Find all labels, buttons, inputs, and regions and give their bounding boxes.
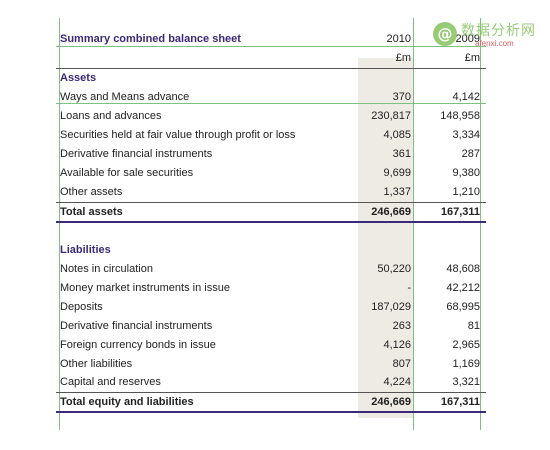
value-2009: 4,142 [452, 91, 480, 103]
guide-line-middle [413, 18, 414, 430]
row-label: Other assets [60, 186, 123, 198]
value-2010: 361 [392, 148, 411, 160]
value-2010: 4,126 [383, 339, 411, 351]
value-2010: 807 [392, 358, 411, 370]
value-2009: 148,958 [440, 110, 480, 122]
total-label: Total assets [60, 206, 123, 218]
value-2009: 42,212 [446, 282, 480, 294]
header-row: Summary combined balance sheet 2010 2009 [60, 30, 484, 49]
row-label: Other liabilities [60, 358, 133, 370]
row-label: Available for sale securities [60, 167, 194, 179]
total-assets-row: Total assets 246,669 167,311 [60, 203, 484, 222]
assets-guide-line [56, 103, 486, 104]
table-row: Other liabilities 807 1,169 [60, 355, 484, 374]
value-2010: 50,220 [377, 263, 411, 275]
total-2009: 167,311 [440, 396, 480, 408]
value-2009: 1,169 [452, 358, 480, 370]
table-row: Deposits 187,029 68,995 [60, 298, 484, 317]
header-guide-line [56, 46, 486, 47]
table-row: Loans and advances 230,817 148,958 [60, 107, 484, 126]
unit-2009: £m [464, 52, 480, 64]
value-2010: 263 [392, 320, 411, 332]
year-2010-header: 2010 [386, 33, 411, 45]
value-2010: 4,085 [383, 129, 411, 141]
total-liabilities-top-rule [56, 392, 486, 393]
header-rule [56, 68, 486, 69]
value-2009: 2,965 [452, 339, 480, 351]
table-row: Securities held at fair value through pr… [60, 126, 484, 145]
total-assets-top-rule [56, 202, 486, 203]
site-watermark: @ 数据分析网 afenxi.com [433, 18, 543, 54]
column-2010-shade [358, 58, 414, 418]
guide-line-left [59, 18, 60, 430]
value-2009: 1,210 [452, 186, 480, 198]
row-label: Loans and advances [60, 110, 162, 122]
table-row: Derivative financial instruments 263 81 [60, 317, 484, 336]
sheet-title: Summary combined balance sheet [60, 33, 241, 45]
guide-line-right [480, 18, 481, 430]
year-2009-header: 2009 [455, 33, 480, 45]
value-2009: 68,995 [446, 301, 480, 313]
watermark-url: afenxi.com [475, 39, 514, 48]
row-label: Notes in circulation [60, 263, 153, 275]
total-label: Total equity and liabilities [60, 396, 194, 408]
total-2009: 167,311 [440, 206, 480, 218]
row-label: Deposits [60, 301, 103, 313]
row-label: Money market instruments in issue [60, 282, 230, 294]
total-2010: 246,669 [371, 396, 411, 408]
unit-row: £m £m [60, 49, 484, 68]
row-label: Foreign currency bonds in issue [60, 339, 216, 351]
total-2010: 246,669 [371, 206, 411, 218]
total-liabilities-bottom-rule [56, 411, 486, 413]
value-2010: 4,224 [383, 376, 411, 388]
table-row: Money market instruments in issue - 42,2… [60, 279, 484, 298]
total-liabilities-row: Total equity and liabilities 246,669 167… [60, 393, 484, 412]
table-row: Foreign currency bonds in issue 4,126 2,… [60, 336, 484, 355]
table-row: Notes in circulation 50,220 48,608 [60, 260, 484, 279]
value-2010: 230,817 [371, 110, 411, 122]
watermark-text: 数据分析网 [461, 22, 536, 38]
table-row: Derivative financial instruments 361 287 [60, 145, 484, 164]
row-label: Capital and reserves [60, 376, 161, 388]
table-row: Ways and Means advance 370 4,142 [60, 88, 484, 107]
table-row: Other assets 1,337 1,210 [60, 183, 484, 202]
value-2009: 48,608 [446, 263, 480, 275]
value-2010: 9,699 [383, 167, 411, 179]
table-row: Capital and reserves 4,224 3,321 [60, 373, 484, 392]
value-2009: 3,321 [452, 376, 480, 388]
liabilities-title: Liabilities [60, 244, 111, 256]
table-row: Available for sale securities 9,699 9,38… [60, 164, 484, 183]
liabilities-section-header: Liabilities [60, 241, 484, 260]
value-2009: 287 [461, 148, 480, 160]
value-2010: - [407, 282, 411, 294]
value-2009: 81 [467, 320, 480, 332]
value-2010: 187,029 [371, 301, 411, 313]
row-label: Ways and Means advance [60, 91, 190, 103]
unit-2010: £m [395, 52, 411, 64]
value-2009: 9,380 [452, 167, 480, 179]
row-label: Derivative financial instruments [60, 320, 213, 332]
assets-section-header: Assets [60, 69, 484, 88]
value-2010: 1,337 [383, 186, 411, 198]
row-label: Securities held at fair value through pr… [60, 129, 296, 141]
row-label: Derivative financial instruments [60, 148, 213, 160]
assets-title: Assets [60, 72, 97, 84]
value-2010: 370 [392, 91, 411, 103]
value-2009: 3,334 [452, 129, 480, 141]
total-assets-bottom-rule [56, 221, 486, 223]
at-sign-logo-icon: @ [433, 22, 457, 46]
